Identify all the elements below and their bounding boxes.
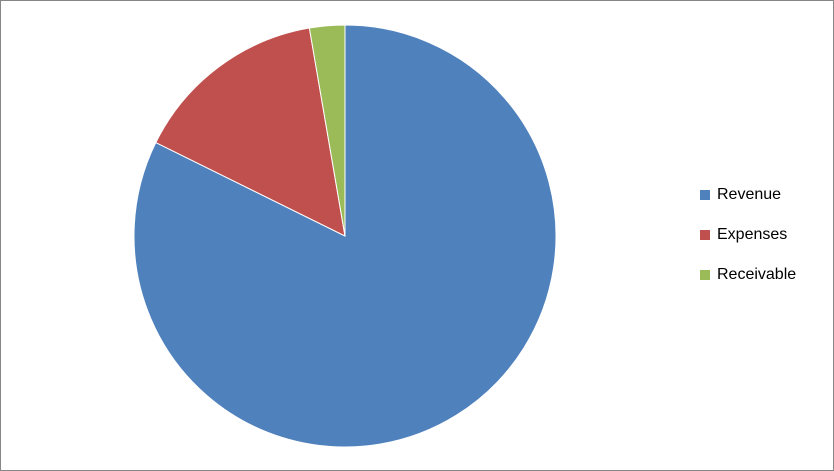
legend-item-receivable: Receivable	[700, 265, 796, 285]
pie-slice-receivable	[308, 24, 346, 237]
pie-slice-expenses	[155, 27, 346, 237]
legend-item-revenue: Revenue	[700, 185, 796, 205]
legend-label-expenses: Expenses	[717, 226, 788, 243]
legend-label-receivable: Receivable	[717, 266, 797, 283]
legend-swatch-expenses	[700, 230, 710, 240]
pie-slice-revenue	[133, 24, 557, 448]
legend-swatch-receivable	[700, 270, 710, 280]
legend: Revenue Expenses Receivable	[700, 185, 796, 305]
legend-item-expenses: Expenses	[700, 225, 796, 245]
legend-label-revenue: Revenue	[717, 186, 782, 203]
legend-swatch-revenue	[700, 190, 710, 200]
